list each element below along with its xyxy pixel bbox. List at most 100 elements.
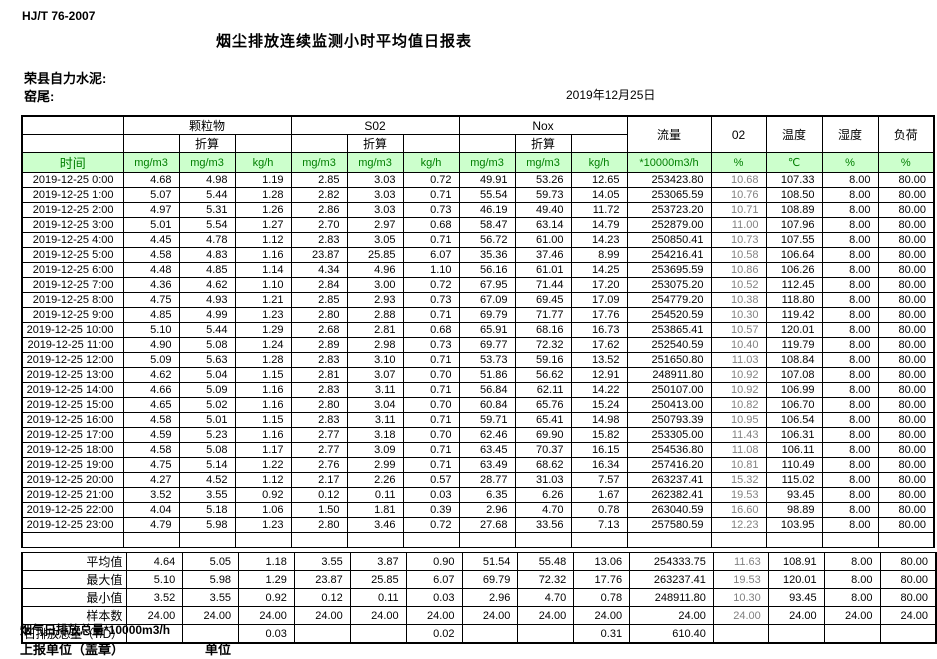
value-cell: 72.32 bbox=[514, 337, 572, 353]
empty-cell bbox=[234, 532, 292, 548]
value-cell: 0.92 bbox=[234, 487, 292, 503]
value-cell: 27.68 bbox=[458, 517, 516, 533]
sub-cell bbox=[290, 134, 348, 153]
value-cell: 80.00 bbox=[877, 172, 935, 188]
value-cell: 0.03 bbox=[402, 487, 460, 503]
time-cell: 2019-12-25 14:00 bbox=[21, 382, 124, 398]
value-cell: 263237.41 bbox=[626, 472, 712, 488]
summary-table: 平均值 4.64 5.05 1.18 3.55 3.87 0.90 51.54 55.48 13.… bbox=[21, 552, 937, 644]
value-cell: 23.87 bbox=[290, 247, 348, 263]
value-cell: 24.00 bbox=[349, 606, 407, 625]
value-cell: 37.46 bbox=[514, 247, 572, 263]
value-cell: 65.91 bbox=[458, 322, 516, 338]
empty-cell bbox=[290, 532, 348, 548]
value-cell: 24.00 bbox=[238, 606, 295, 625]
value-cell: 62.46 bbox=[458, 427, 516, 443]
value-cell bbox=[879, 624, 937, 644]
value-cell: 16.15 bbox=[570, 442, 628, 458]
value-cell: 4.75 bbox=[122, 292, 180, 308]
value-cell: 0.03 bbox=[238, 624, 295, 644]
value-cell bbox=[712, 624, 769, 644]
value-cell: 1.12 bbox=[234, 232, 292, 248]
value-cell: 1.21 bbox=[234, 292, 292, 308]
empty-cell bbox=[458, 532, 516, 548]
value-cell: 4.93 bbox=[178, 292, 236, 308]
table-row: 2019-12-25 20:00 4.27 4.52 1.12 2.17 2.26 0.57… bbox=[21, 472, 935, 488]
value-cell: 16.73 bbox=[570, 322, 628, 338]
empty-cell bbox=[21, 532, 124, 548]
table-row: 2019-12-25 15:00 4.65 5.02 1.16 2.80 3.04 0.70… bbox=[21, 397, 935, 413]
table-row: 2019-12-25 7:00 4.36 4.62 1.10 2.84 3.00 0.72 6… bbox=[21, 277, 935, 293]
value-cell: 17.76 bbox=[570, 307, 628, 323]
value-cell: 257580.59 bbox=[626, 517, 712, 533]
value-cell: 60.84 bbox=[458, 397, 516, 413]
col-load: 负荷 bbox=[877, 115, 935, 153]
unit-cell: kg/h bbox=[570, 152, 628, 173]
value-cell: 2.77 bbox=[290, 427, 348, 443]
value-cell: 10.81 bbox=[710, 457, 767, 473]
value-cell: 3.09 bbox=[346, 442, 404, 458]
value-cell: 8.00 bbox=[821, 277, 879, 293]
value-cell: 8.00 bbox=[821, 337, 879, 353]
value-cell: 8.00 bbox=[821, 382, 879, 398]
col-temperature: 温度 bbox=[765, 115, 823, 153]
value-cell: 10.52 bbox=[710, 277, 767, 293]
sub-cell bbox=[234, 134, 292, 153]
empty-cell bbox=[178, 532, 236, 548]
value-cell: 0.68 bbox=[402, 217, 460, 233]
value-cell: 24.00 bbox=[573, 606, 631, 625]
value-cell: 4.59 bbox=[122, 427, 180, 443]
summary-label: 最小值 bbox=[21, 588, 128, 607]
value-cell: 3.52 bbox=[126, 588, 184, 607]
value-cell: 0.72 bbox=[402, 277, 460, 293]
table-row: 2019-12-25 13:00 4.62 5.04 1.15 2.81 3.07 0.70… bbox=[21, 367, 935, 383]
value-cell: 3.52 bbox=[122, 487, 180, 503]
value-cell: 8.00 bbox=[821, 367, 879, 383]
time-cell: 2019-12-25 9:00 bbox=[21, 307, 124, 323]
empty-cell bbox=[570, 532, 628, 548]
value-cell: 2.77 bbox=[290, 442, 348, 458]
unit-cell: *10000m3/h bbox=[626, 152, 712, 173]
value-cell: 1.16 bbox=[234, 382, 292, 398]
value-cell: 80.00 bbox=[877, 382, 935, 398]
table-row: 2019-12-25 3:00 5.01 5.54 1.27 2.70 2.97 0.68 5… bbox=[21, 217, 935, 233]
value-cell: 4.98 bbox=[178, 172, 236, 188]
value-cell: 8.00 bbox=[821, 172, 879, 188]
value-cell: 1.19 bbox=[234, 172, 292, 188]
value-cell: 248911.80 bbox=[626, 367, 712, 383]
value-cell: 24.00 bbox=[126, 606, 184, 625]
value-cell: 120.01 bbox=[767, 570, 825, 589]
value-cell: 53.73 bbox=[458, 352, 516, 368]
value-cell: 4.85 bbox=[122, 307, 180, 323]
value-cell: 0.78 bbox=[570, 502, 628, 518]
value-cell: 15.82 bbox=[570, 427, 628, 443]
value-cell: 250793.39 bbox=[626, 412, 712, 428]
value-cell: 80.00 bbox=[877, 487, 935, 503]
value-cell: 8.00 bbox=[821, 502, 879, 518]
value-cell: 69.77 bbox=[458, 337, 516, 353]
value-cell: 8.00 bbox=[821, 187, 879, 203]
value-cell: 65.41 bbox=[514, 412, 572, 428]
value-cell: 1.28 bbox=[234, 352, 292, 368]
group-particulate: 颗粒物 bbox=[122, 115, 292, 135]
value-cell: 11.63 bbox=[712, 552, 769, 571]
value-cell: 24.00 bbox=[405, 606, 463, 625]
value-cell: 80.00 bbox=[877, 472, 935, 488]
value-cell: 2.80 bbox=[290, 307, 348, 323]
value-cell: 10.92 bbox=[710, 382, 767, 398]
value-cell: 10.38 bbox=[710, 292, 767, 308]
value-cell: 250107.00 bbox=[626, 382, 712, 398]
value-cell: 24.00 bbox=[712, 606, 769, 625]
value-cell: 71.77 bbox=[514, 307, 572, 323]
daily-flow-total-label: 烟气日排放总量*10000m3/h bbox=[20, 623, 171, 637]
value-cell: 1.15 bbox=[234, 367, 292, 383]
unit-cell: % bbox=[710, 152, 767, 173]
empty-cell bbox=[122, 532, 180, 548]
value-cell: 11.00 bbox=[710, 217, 767, 233]
value-cell: 8.00 bbox=[821, 487, 879, 503]
value-cell: 17.62 bbox=[570, 337, 628, 353]
value-cell: 7.13 bbox=[570, 517, 628, 533]
time-cell: 2019-12-25 5:00 bbox=[21, 247, 124, 263]
value-cell: 28.77 bbox=[458, 472, 516, 488]
value-cell: 253065.59 bbox=[626, 187, 712, 203]
